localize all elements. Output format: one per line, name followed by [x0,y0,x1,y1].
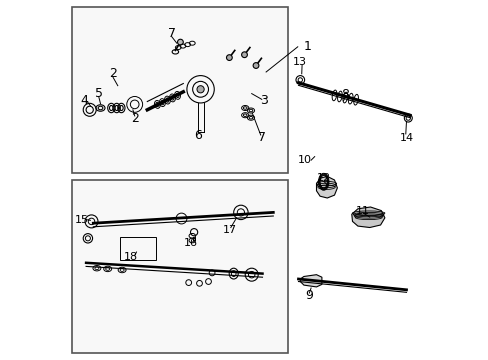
Text: 12: 12 [316,173,330,183]
Polygon shape [165,210,194,228]
Circle shape [177,39,183,45]
Text: 8: 8 [341,88,348,101]
Polygon shape [179,262,212,282]
Text: 7: 7 [257,131,265,144]
Text: 15: 15 [75,215,89,225]
Text: 2: 2 [109,67,117,80]
Bar [120,237,156,260]
Text: 17: 17 [223,225,237,235]
Polygon shape [316,176,337,198]
Text: 6: 6 [193,129,201,141]
Bar [72,7,287,173]
Text: 7: 7 [167,27,175,40]
Circle shape [197,86,204,93]
Polygon shape [215,63,264,101]
Polygon shape [181,68,219,110]
Text: 3: 3 [260,94,268,107]
Polygon shape [79,209,106,236]
Bar [72,180,287,353]
Polygon shape [351,207,384,228]
Text: 16: 16 [183,238,197,248]
Circle shape [241,52,247,58]
Text: 14: 14 [399,132,413,143]
Text: 1: 1 [303,40,311,53]
Text: 5: 5 [95,87,102,100]
Polygon shape [300,275,321,287]
Text: 18: 18 [124,252,138,262]
Text: 10: 10 [297,155,311,165]
Text: 2: 2 [130,112,139,125]
Circle shape [226,55,232,60]
Text: 9: 9 [305,289,313,302]
Text: 11: 11 [356,206,369,216]
Polygon shape [219,201,262,225]
Circle shape [253,63,258,68]
Text: 13: 13 [292,57,306,67]
Text: 4: 4 [80,94,88,107]
Polygon shape [120,86,147,122]
